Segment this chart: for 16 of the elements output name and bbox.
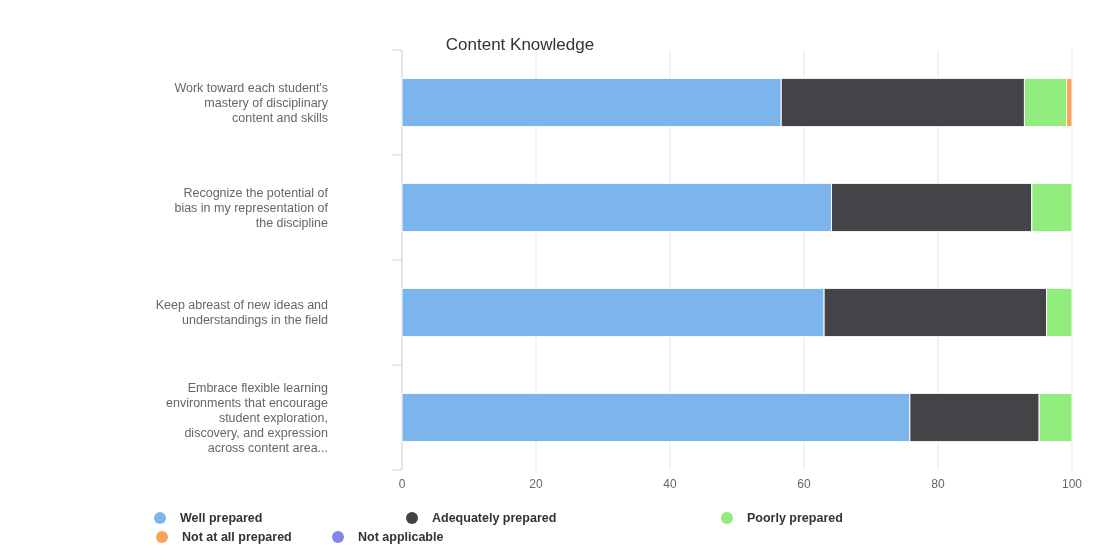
legend-label: Well prepared [180, 511, 263, 525]
y-tick-label: Work toward each student's mastery of disciplinary content and skills [174, 80, 329, 125]
y-tick-label: Recognize the potential of bias in my representation of the discipline [174, 185, 329, 230]
x-tick-label: 80 [931, 477, 945, 491]
legend-label: Not applicable [358, 530, 444, 544]
y-tick-label: Keep abreast of new ideas and understandings in the field [155, 298, 329, 327]
y-tick-label: Embrace flexible learning environments that encourage student exploration, discovery, and expression across content area... [166, 380, 329, 455]
x-tick-label: 40 [663, 477, 677, 491]
x-tick-label: 100 [1061, 477, 1083, 491]
legend-label: Adequately prepared [432, 511, 557, 525]
x-tick-label: 60 [797, 477, 811, 491]
x-tick-label: 0 [398, 477, 406, 491]
x-tick-label: 20 [529, 477, 543, 491]
chart-title: Content Knowledge [445, 35, 595, 54]
legend-label: Poorly prepared [747, 511, 843, 525]
legend-label: Not at all prepared [182, 530, 292, 544]
